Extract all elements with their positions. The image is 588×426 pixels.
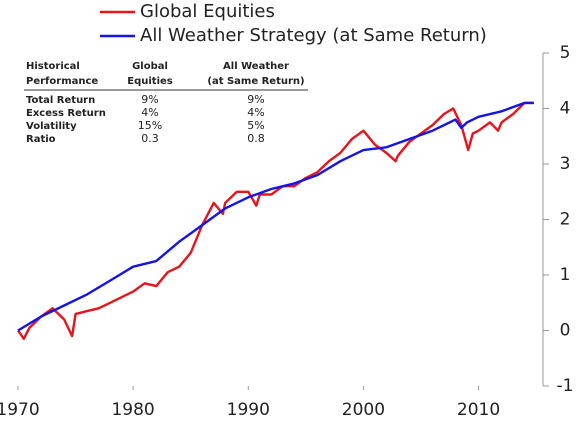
x-tick-label: 2010 [457,400,500,420]
x-tick-label: 2000 [342,400,385,420]
table-row-label: Excess Return [26,108,106,119]
legend-label: All Weather Strategy (at Same Return) [140,25,487,46]
y-tick-label: 3 [560,154,571,174]
table-row-label: Volatility [26,121,77,132]
y-tick-label: 5 [560,43,571,63]
table-cell: 0.8 [247,132,265,145]
x-tick-label: 1970 [0,400,40,420]
table-row-label: Ratio [26,134,56,145]
x-tick-label: 1990 [227,400,270,420]
table-header: Global [132,61,168,72]
table-row-label: Total Return [26,95,95,106]
table-header: Equities [127,76,173,87]
y-tick-label: 4 [560,99,571,119]
table-header: Performance [26,76,98,87]
table-box [20,55,312,151]
y-tick-label: 0 [560,321,571,341]
series-line [17,101,534,340]
table-cell: 9% [141,93,158,106]
x-tick-label: 1980 [111,400,154,420]
y-tick-label: -1 [557,376,574,396]
table-cell: 0.3 [141,132,159,145]
table-header: (at Same Return) [207,76,304,87]
table-cell: 9% [247,93,264,106]
table-cell: 4% [141,106,158,119]
y-tick-label: 1 [560,265,571,285]
table-cell: 5% [247,119,264,132]
table-header: All Weather [223,61,289,72]
y-tick-label: 2 [560,210,571,230]
series-line [17,101,534,332]
table-header: Historical [26,61,80,72]
table-cell: 4% [247,106,264,119]
legend-label: Global Equities [140,1,275,22]
table-cell: 15% [138,119,162,132]
